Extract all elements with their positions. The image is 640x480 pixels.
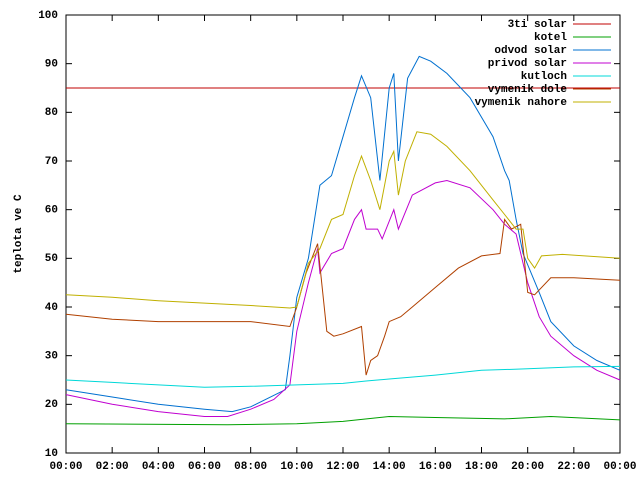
x-tick-label: 04:00 [142,461,175,473]
series-line [65,179,621,417]
x-tick-label: 00:00 [603,461,636,473]
y-tick-label: 30 [45,351,58,363]
legend-label: kutloch [521,71,567,83]
x-tick-label: 00:00 [49,461,82,473]
legend-label: kotel [534,32,567,44]
x-tick-label: 14:00 [373,461,406,473]
series-line [65,131,621,309]
y-tick-label: 90 [45,59,58,71]
x-tick-label: 10:00 [280,461,313,473]
y-tick-label: 80 [45,107,58,119]
series-line [65,55,621,413]
y-axis-label: teplota ve C [13,194,25,274]
x-tick-label: 08:00 [234,461,267,473]
x-tick-label: 12:00 [326,461,359,473]
x-tick-label: 06:00 [188,461,221,473]
series-line [65,365,621,388]
x-tick-label: 22:00 [557,461,590,473]
x-tick-label: 20:00 [511,461,544,473]
y-tick-label: 50 [45,253,58,265]
y-tick-label: 40 [45,302,58,314]
x-tick-label: 02:00 [96,461,129,473]
x-tick-label: 16:00 [419,461,452,473]
legend-label: vymenik nahore [475,97,568,109]
x-tick-label: 18:00 [465,461,498,473]
y-tick-label: 20 [45,399,58,411]
y-tick-label: 70 [45,156,58,168]
y-tick-label: 60 [45,205,58,217]
series-line [65,415,621,426]
y-tick-label: 100 [38,10,58,22]
y-tick-label: 10 [45,448,58,460]
series-line [65,218,621,376]
legend-label: odvod solar [494,45,567,57]
legend-label: privod solar [488,58,567,70]
legend-label: vymenik dole [488,84,568,96]
legend-label: 3ti solar [508,19,567,31]
